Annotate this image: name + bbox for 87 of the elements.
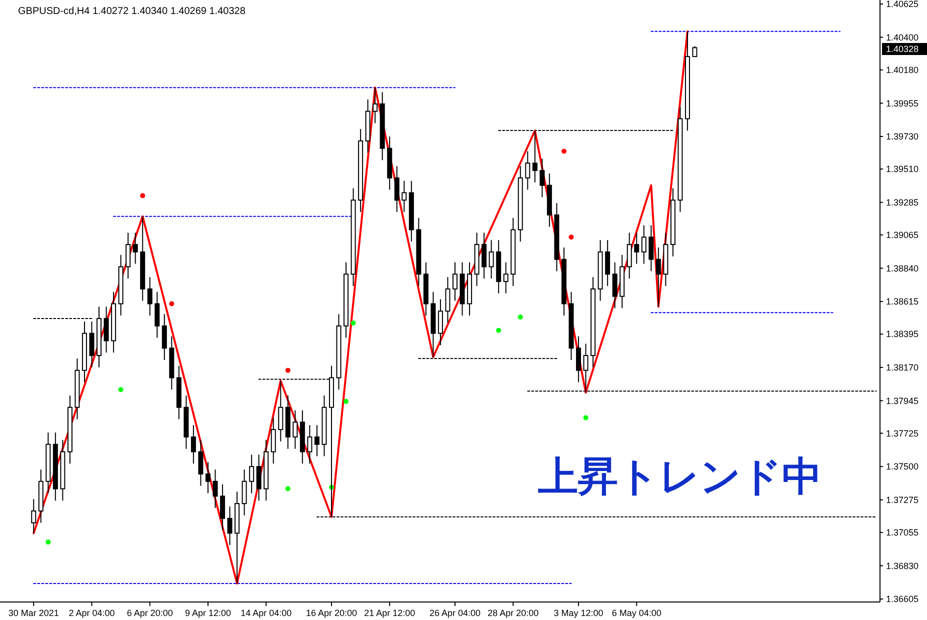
candlestick — [438, 298, 443, 346]
candlestick — [402, 180, 407, 212]
y-tick-label: 1.38395 — [886, 329, 919, 340]
point — [118, 387, 124, 392]
candlestick — [126, 232, 131, 280]
candlestick — [634, 232, 640, 264]
y-tick-label: 1.37500 — [886, 462, 919, 472]
candlestick — [89, 321, 94, 368]
candlestick — [525, 150, 530, 190]
candlestick — [154, 291, 160, 338]
candlestick — [220, 484, 226, 531]
candlestick — [576, 336, 582, 383]
point — [344, 398, 349, 404]
point — [350, 320, 356, 326]
y-tick-label: 1.36605 — [886, 594, 919, 604]
candlestick — [270, 417, 276, 464]
y-tick-label: 1.37275 — [886, 495, 919, 506]
text: 1.40328 — [886, 44, 919, 54]
y-tick-label: 1.38170 — [886, 362, 919, 373]
candlestick — [256, 454, 262, 502]
candlestick — [656, 246, 661, 308]
candlestick — [503, 262, 508, 294]
y-tick-label: 1.38840 — [886, 263, 919, 274]
candlestick — [540, 158, 545, 198]
candlestick — [212, 469, 218, 509]
candlestick — [626, 232, 632, 280]
point — [285, 368, 290, 373]
text: GBPUSD-cd,H4 1.40272 1.40340 1.40269 1.40328 — [18, 6, 246, 17]
candlestick — [249, 454, 254, 494]
candlestick — [452, 262, 458, 302]
candlestick — [198, 439, 204, 486]
candlestick — [292, 410, 298, 450]
point — [496, 328, 502, 333]
candlestick — [445, 276, 450, 324]
point — [169, 301, 174, 306]
candlestick — [648, 224, 654, 272]
candlestick — [132, 232, 138, 264]
y-tick-label: 1.36830 — [886, 560, 919, 571]
x-tick-label: 3 May 12:00 — [554, 608, 604, 618]
candlestick — [190, 424, 196, 464]
candlestick — [488, 240, 494, 280]
x-tick-label: 6 May 04:00 — [612, 608, 662, 618]
y-tick-label: 1.39955 — [886, 98, 919, 108]
y-tick-label: 1.40400 — [886, 32, 919, 42]
candlestick — [307, 424, 312, 464]
x-tick-label: 28 Apr 20:00 — [488, 608, 539, 618]
candlestick — [104, 306, 109, 354]
point — [518, 314, 523, 320]
point — [583, 415, 588, 420]
y-tick-label: 1.39730 — [886, 132, 919, 142]
y-tick-label: 1.37945 — [886, 396, 919, 406]
y-tick-label: 1.39510 — [886, 164, 919, 174]
x-tick-label: 6 Apr 20:00 — [126, 608, 173, 618]
candlestick — [205, 462, 210, 494]
y-tick-label: 1.40625 — [886, 0, 919, 10]
x-tick-label: 21 Apr 12:00 — [364, 608, 416, 618]
candlestick — [692, 46, 698, 58]
candlestick — [394, 166, 400, 212]
x-tick-label: 16 Apr 20:00 — [306, 608, 358, 618]
x-tick-label: 2 Apr 04:00 — [68, 608, 115, 618]
candlestick — [641, 224, 646, 264]
point — [140, 193, 146, 198]
candlestick — [147, 276, 152, 316]
x-tick-label: 26 Apr 04:00 — [429, 608, 481, 618]
point — [285, 486, 290, 492]
point — [46, 540, 51, 545]
candlestick — [314, 424, 320, 457]
candlestick — [31, 498, 36, 534]
y-tick-label: 1.39065 — [886, 230, 919, 240]
x-tick-label: 14 Apr 04:00 — [240, 608, 292, 618]
candlestick — [227, 506, 232, 546]
point — [561, 148, 566, 154]
candlestick — [372, 87, 378, 124]
candlestick — [482, 232, 487, 280]
x-tick-label: 9 Apr 12:00 — [184, 608, 232, 618]
y-tick-label: 1.38615 — [886, 296, 919, 307]
candlestick — [162, 314, 167, 360]
x-tick-label: 30 Mar 2021 — [8, 608, 59, 618]
y-tick-label: 1.37055 — [886, 528, 919, 538]
y-tick-label: 1.37725 — [886, 428, 919, 438]
y-tick-label: 1.39285 — [886, 197, 919, 208]
annotation: 上昇トレンド中 — [538, 454, 822, 500]
candlestick — [242, 469, 247, 516]
y-tick-label: 1.40180 — [886, 65, 919, 76]
candlestick — [612, 262, 618, 309]
point — [568, 234, 574, 240]
candlestick — [605, 240, 610, 286]
